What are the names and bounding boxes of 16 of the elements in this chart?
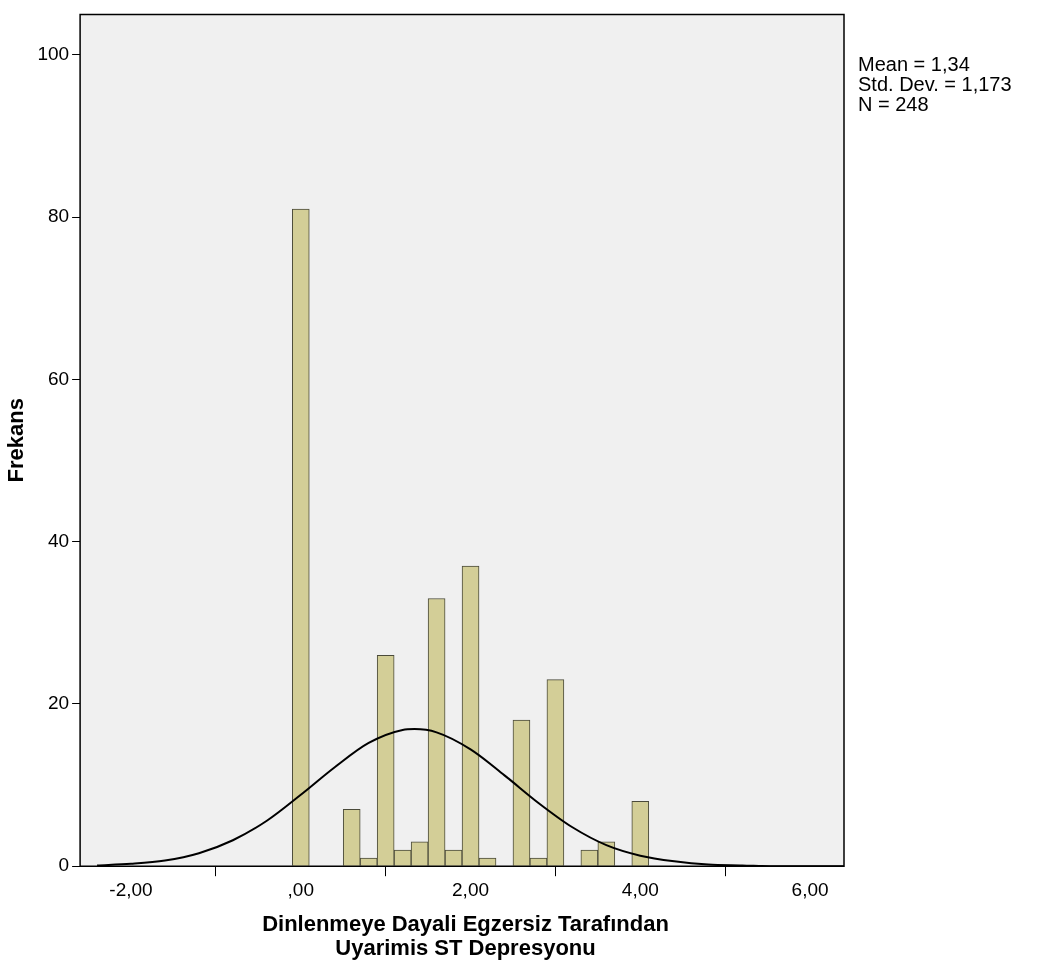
y-tick-label: 100 (37, 43, 70, 65)
x-tick-label: ,00 (287, 878, 314, 900)
x-tick-label: -2,00 (109, 878, 153, 900)
y-tick-label: 40 (47, 529, 70, 551)
x-tick-label: 2,00 (452, 878, 490, 900)
x-tick-label: 4,00 (621, 878, 659, 900)
y-tick-label: 20 (47, 692, 70, 714)
text: Std. Dev. = 1,173 (858, 73, 1012, 95)
y-axis-title: Frekans (3, 398, 29, 483)
y-tick-label: 0 (58, 854, 70, 876)
y-tick-label: 60 (47, 367, 70, 389)
x-axis-title: Dinlenmeye Dayali Egzersiz Tarafından Uyarimis ST Depresyonu (261, 911, 670, 960)
text: N = 248 (858, 93, 930, 115)
y-tick-label: 80 (47, 205, 70, 227)
text: Mean = 1,34 (858, 53, 971, 75)
x-tick-label: 6,00 (791, 878, 829, 900)
